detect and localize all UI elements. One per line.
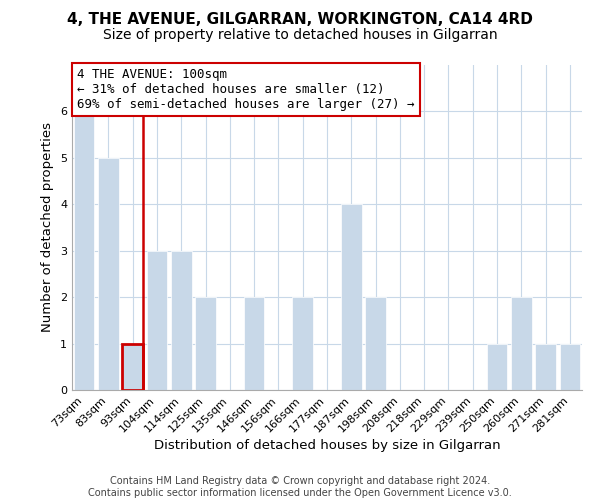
Text: 4 THE AVENUE: 100sqm
← 31% of detached houses are smaller (12)
69% of semi-detac: 4 THE AVENUE: 100sqm ← 31% of detached h…: [77, 68, 415, 112]
Bar: [146, 250, 167, 390]
Bar: [244, 297, 265, 390]
Text: 4, THE AVENUE, GILGARRAN, WORKINGTON, CA14 4RD: 4, THE AVENUE, GILGARRAN, WORKINGTON, CA…: [67, 12, 533, 28]
Bar: [341, 204, 362, 390]
Text: Contains HM Land Registry data © Crown copyright and database right 2024.
Contai: Contains HM Land Registry data © Crown c…: [88, 476, 512, 498]
Bar: [365, 297, 386, 390]
Bar: [511, 297, 532, 390]
Bar: [122, 344, 143, 390]
X-axis label: Distribution of detached houses by size in Gilgarran: Distribution of detached houses by size …: [154, 440, 500, 452]
Bar: [535, 344, 556, 390]
Bar: [74, 112, 94, 390]
Bar: [560, 344, 580, 390]
Bar: [171, 250, 191, 390]
Bar: [195, 297, 216, 390]
Text: Size of property relative to detached houses in Gilgarran: Size of property relative to detached ho…: [103, 28, 497, 42]
Bar: [292, 297, 313, 390]
Bar: [487, 344, 508, 390]
Bar: [98, 158, 119, 390]
Y-axis label: Number of detached properties: Number of detached properties: [41, 122, 55, 332]
